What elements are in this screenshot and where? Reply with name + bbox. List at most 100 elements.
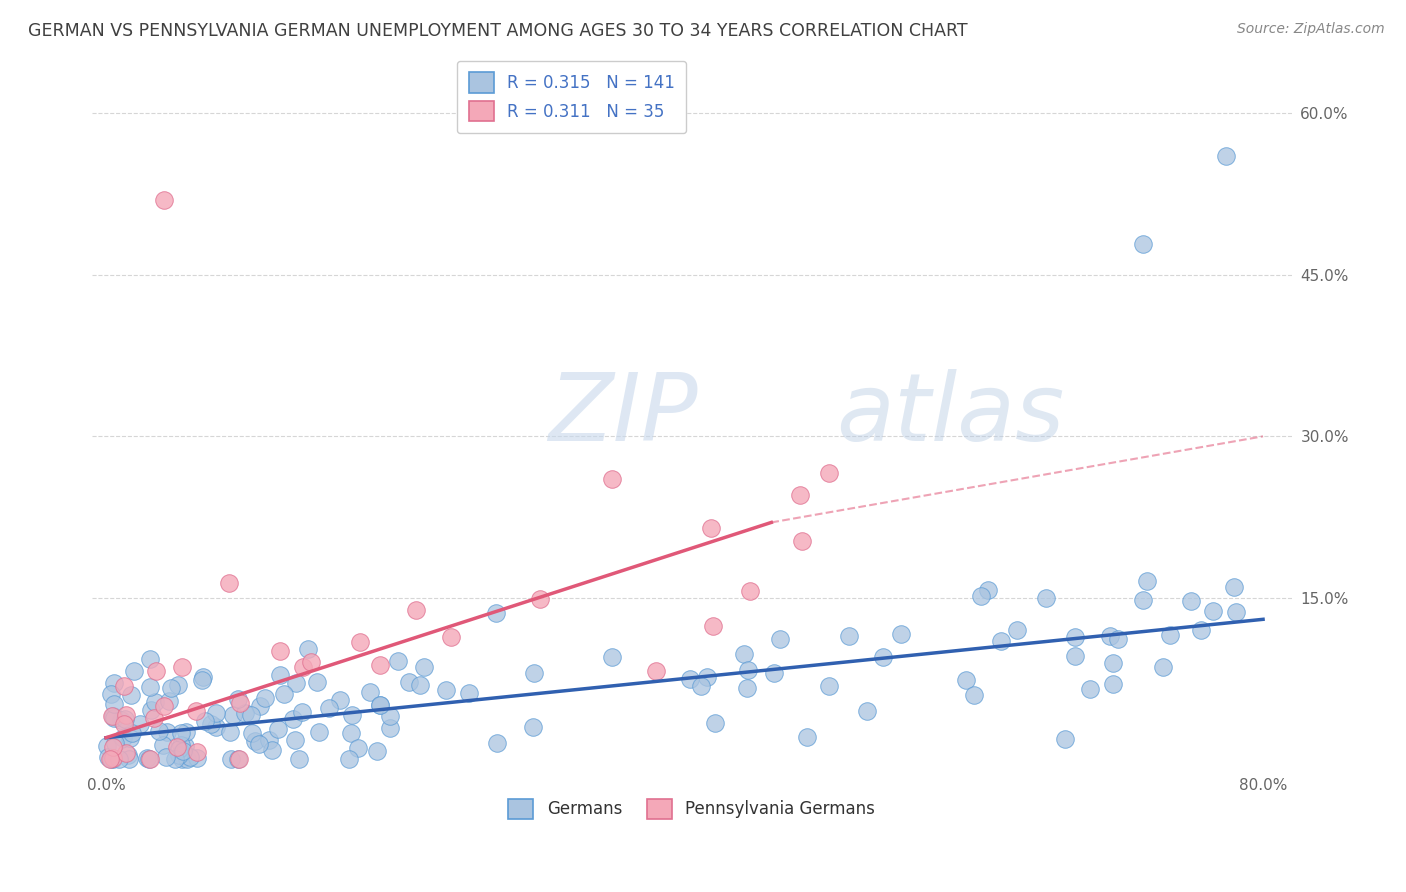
Point <box>1215 149 1237 163</box>
Point <box>285 675 308 690</box>
Point <box>235 706 257 720</box>
Point <box>340 707 363 722</box>
Point <box>1035 591 1057 606</box>
Point <box>101 709 124 723</box>
Point <box>702 619 724 633</box>
Point <box>200 716 222 731</box>
Point <box>115 708 138 723</box>
Point <box>522 665 544 680</box>
Point <box>700 521 723 535</box>
Point <box>434 683 457 698</box>
Point <box>179 750 201 764</box>
Point <box>273 688 295 702</box>
Point <box>838 629 860 643</box>
Point <box>349 635 371 649</box>
Point <box>359 685 381 699</box>
Point <box>378 721 401 735</box>
Point <box>205 720 228 734</box>
Point <box>166 678 188 692</box>
Point <box>1202 604 1225 618</box>
Point <box>1102 657 1125 671</box>
Point <box>283 712 305 726</box>
Point <box>790 533 813 548</box>
Point <box>1005 624 1028 638</box>
Point <box>689 679 711 693</box>
Point <box>128 716 150 731</box>
Point <box>186 745 208 759</box>
Point <box>890 626 912 640</box>
Point <box>299 655 322 669</box>
Point <box>156 725 179 739</box>
Point <box>245 734 267 748</box>
Point <box>104 736 127 750</box>
Point <box>115 746 138 760</box>
Point <box>148 723 170 738</box>
Point <box>1152 660 1174 674</box>
Point <box>796 731 818 745</box>
Point <box>269 643 291 657</box>
Point <box>259 733 281 747</box>
Point <box>96 739 118 753</box>
Point <box>1098 629 1121 643</box>
Point <box>240 725 263 739</box>
Point <box>103 698 125 712</box>
Point <box>970 589 993 603</box>
Point <box>347 741 370 756</box>
Point <box>1136 574 1159 589</box>
Point <box>103 739 125 754</box>
Point <box>1180 594 1202 608</box>
Point <box>955 673 977 688</box>
Point <box>172 659 194 673</box>
Point <box>117 748 139 763</box>
Point <box>138 752 160 766</box>
Point <box>398 674 420 689</box>
Point <box>139 652 162 666</box>
Point <box>763 666 786 681</box>
Point <box>1132 236 1154 251</box>
Point <box>100 752 122 766</box>
Point <box>98 752 121 766</box>
Point <box>118 731 141 745</box>
Point <box>191 673 214 687</box>
Point <box>101 752 124 766</box>
Point <box>678 672 700 686</box>
Point <box>184 705 207 719</box>
Point <box>378 709 401 723</box>
Point <box>153 699 176 714</box>
Point <box>143 696 166 710</box>
Point <box>138 752 160 766</box>
Point <box>297 641 319 656</box>
Point <box>645 664 668 678</box>
Point <box>228 752 250 766</box>
Point <box>818 466 841 480</box>
Point <box>269 668 291 682</box>
Point <box>191 669 214 683</box>
Point <box>368 698 391 712</box>
Point <box>522 720 544 734</box>
Point <box>872 649 894 664</box>
Point <box>155 750 177 764</box>
Point <box>163 752 186 766</box>
Point <box>218 576 240 591</box>
Point <box>990 634 1012 648</box>
Point <box>100 687 122 701</box>
Point <box>167 742 190 756</box>
Point <box>111 731 134 746</box>
Point <box>977 582 1000 597</box>
Point <box>1189 623 1212 637</box>
Point <box>112 679 135 693</box>
Point <box>457 686 479 700</box>
Point <box>292 660 315 674</box>
Point <box>387 654 409 668</box>
Point <box>219 725 242 739</box>
Point <box>329 693 352 707</box>
Point <box>103 711 125 725</box>
Text: GERMAN VS PENNSYLVANIA GERMAN UNEMPLOYMENT AMONG AGES 30 TO 34 YEARS CORRELATION: GERMAN VS PENNSYLVANIA GERMAN UNEMPLOYME… <box>28 22 967 40</box>
Point <box>254 690 277 705</box>
Point <box>136 751 159 765</box>
Point <box>856 704 879 718</box>
Point <box>305 674 328 689</box>
Point <box>600 472 623 486</box>
Point <box>118 752 141 766</box>
Point <box>308 724 330 739</box>
